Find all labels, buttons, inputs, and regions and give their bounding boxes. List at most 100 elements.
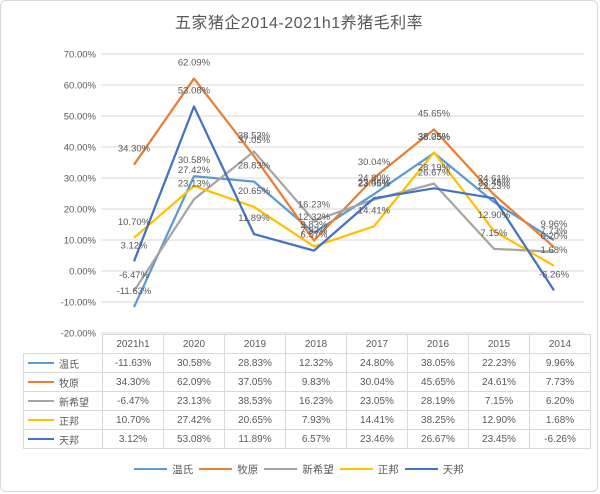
data-label-series-3: 20.65% xyxy=(238,186,271,197)
data-label-series-0: 22.23% xyxy=(478,181,511,192)
table-series-cell: 温氏 xyxy=(23,353,103,373)
y-axis-tick-label: 10.00% xyxy=(64,236,97,247)
table-value-cell: 22.23% xyxy=(468,353,530,373)
table-value-cell: -6.47% xyxy=(102,391,164,411)
table-value-cell: 24.80% xyxy=(346,353,408,373)
y-axis-tick-label: 20.00% xyxy=(64,205,97,216)
table-value-cell: 3.12% xyxy=(102,429,164,449)
table-year-header: 2019 xyxy=(224,334,286,354)
table-value-cell: 53.08% xyxy=(163,429,225,449)
table-value-cell: 45.65% xyxy=(407,372,469,392)
legend-line-icon xyxy=(404,467,438,471)
table-series-cell: 正邦 xyxy=(23,410,103,430)
table-value-cell: 28.19% xyxy=(407,391,469,411)
legend-item-4: 天邦 xyxy=(404,462,464,477)
legend-item-0: 温氏 xyxy=(134,462,193,477)
table-value-cell: 23.13% xyxy=(163,391,225,411)
table-value-cell: 6.20% xyxy=(529,391,591,411)
table-series-cell: 牧原 xyxy=(23,372,103,392)
table-value-cell: 34.30% xyxy=(102,372,164,392)
table-year-header: 2020 xyxy=(163,334,225,354)
data-label-series-0: 30.58% xyxy=(178,155,211,166)
series-name: 天邦 xyxy=(59,435,79,447)
data-label-series-1: 30.04% xyxy=(358,157,391,168)
table-value-cell: 16.23% xyxy=(285,391,347,411)
y-axis-tick-label: -20.00% xyxy=(61,329,97,340)
data-label-series-0: -11.63% xyxy=(117,286,152,297)
chart-legend: 温氏 牧原 新希望 正邦 天邦 xyxy=(1,458,597,480)
legend-item-2: 新希望 xyxy=(264,462,334,477)
data-label-series-3: 10.70% xyxy=(118,217,151,228)
chart-title: 五家猪企2014-2021h1养猪毛利率 xyxy=(174,15,424,32)
table-row: 温氏 -11.63% 30.58% 28.83% 12.32% 24.80% 38.05% 2… xyxy=(23,353,591,373)
table-value-cell: 23.46% xyxy=(346,429,408,449)
data-label-series-4: 3.12% xyxy=(121,240,148,251)
y-axis-tick-label: 30.00% xyxy=(64,174,97,185)
series-name: 温氏 xyxy=(59,359,79,371)
data-label-series-2: 16.23% xyxy=(298,200,331,211)
data-label-series-1: 62.09% xyxy=(178,58,211,69)
data-label-series-3: 1.68% xyxy=(541,245,568,256)
data-label-series-0: 24.80% xyxy=(358,173,391,184)
legend-item-1: 牧原 xyxy=(199,462,258,477)
data-label-series-2: 38.53% xyxy=(238,131,271,142)
table-year-header: 2021h1 xyxy=(102,334,164,354)
legend-line-icon xyxy=(134,467,168,471)
table-year-header: 2018 xyxy=(285,334,347,354)
legend-label: 牧原 xyxy=(237,463,259,476)
table-row: 天邦 3.12% 53.08% 11.89% 6.57% 23.46% 26.67% 23.4… xyxy=(23,429,591,449)
table-value-cell: 23.05% xyxy=(346,391,408,411)
data-label-series-3: 27.42% xyxy=(178,165,211,176)
table-year-header: 2015 xyxy=(468,334,530,354)
table-year-header: 2017 xyxy=(346,334,408,354)
legend-line-icon xyxy=(199,467,233,471)
data-label-series-2: -6.47% xyxy=(119,270,150,281)
table-value-cell: 28.83% xyxy=(224,353,286,373)
line-chart: 70.00% 60.00% 50.00% 40.00% 30.00% 20.00% 10.0… xyxy=(61,50,584,340)
table-row: 牧原 34.30% 62.09% 37.05% 9.83% 30.04% 45.65% 24.… xyxy=(23,372,591,392)
table-year-header: 2014 xyxy=(529,334,591,354)
table-value-cell: 10.70% xyxy=(102,410,164,430)
data-table: 2021h1 2020 2019 2018 2017 2016 2015 2014 温氏 -11.… xyxy=(23,334,591,449)
table-value-cell: 37.05% xyxy=(224,372,286,392)
table-value-cell: 26.67% xyxy=(407,429,469,449)
table-value-cell: 11.89% xyxy=(224,429,286,449)
table-series-cell: 天邦 xyxy=(23,429,103,449)
table-value-cell: -6.26% xyxy=(529,429,591,449)
table-value-cell: 12.32% xyxy=(285,353,347,373)
data-label-series-4: 11.89% xyxy=(238,213,270,224)
table-value-cell: 9.96% xyxy=(529,353,591,373)
y-axis-tick-label: 50.00% xyxy=(64,112,97,123)
table-value-cell: 12.90% xyxy=(468,410,530,430)
data-label-series-3: 14.41% xyxy=(358,205,391,216)
data-label-series-4: 23.46% xyxy=(358,177,391,188)
legend-line-icon xyxy=(339,467,373,471)
data-label-series-3: 12.90% xyxy=(478,210,511,221)
legend-item-3: 正邦 xyxy=(339,462,399,477)
data-label-series-1: 34.30% xyxy=(118,144,151,155)
table-header-row: 2021h1 2020 2019 2018 2017 2016 2015 2014 xyxy=(24,334,591,354)
series-name: 正邦 xyxy=(59,416,79,428)
y-axis-tick-label: 60.00% xyxy=(64,81,97,92)
table-value-cell: 6.57% xyxy=(285,429,347,449)
table-value-cell: 7.93% xyxy=(285,410,347,430)
table-value-cell: 7.73% xyxy=(529,372,591,392)
series-key-line-icon xyxy=(28,361,54,365)
legend-label: 新希望 xyxy=(302,463,334,476)
table-value-cell: 38.25% xyxy=(407,410,469,430)
data-label-series-2: 7.15% xyxy=(481,228,508,239)
series-line-3 xyxy=(133,151,555,267)
table-value-cell: 24.61% xyxy=(468,372,530,392)
data-label-series-1: 24.61% xyxy=(478,174,511,185)
table-year-header: 2016 xyxy=(407,334,469,354)
table-value-cell: 38.53% xyxy=(224,391,286,411)
data-label-series-2: 28.19% xyxy=(418,163,451,174)
table-value-cell: 1.68% xyxy=(529,410,591,430)
series-name: 新希望 xyxy=(59,397,89,409)
table-series-cell: 新希望 xyxy=(23,391,103,411)
table-row: 新希望 -6.47% 23.13% 38.53% 16.23% 23.05% 28.19% 7… xyxy=(23,391,591,411)
data-label-series-2: 23.13% xyxy=(178,178,211,189)
table-value-cell: 7.15% xyxy=(468,391,530,411)
table-value-cell: 27.42% xyxy=(163,410,225,430)
table-value-cell: 20.65% xyxy=(224,410,286,430)
